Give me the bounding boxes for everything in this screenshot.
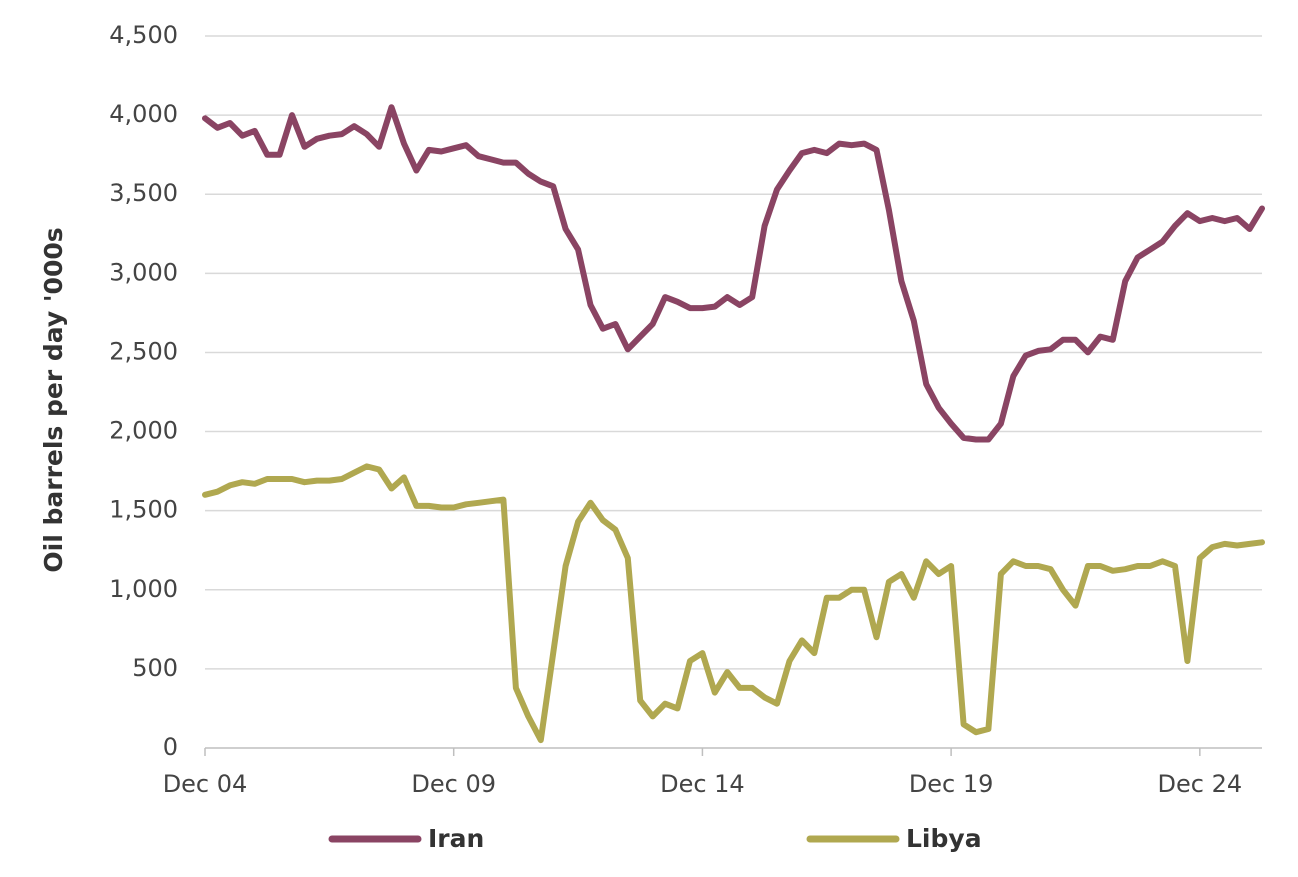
x-tick-label: Dec 19 — [909, 770, 994, 798]
line-series — [202, 463, 1265, 744]
y-tick-label: 1,000 — [109, 575, 178, 603]
y-tick-label: 4,000 — [109, 100, 178, 128]
legend-label: Libya — [906, 824, 982, 853]
y-tick-label: 500 — [132, 654, 178, 682]
x-tick-label: Dec 09 — [411, 770, 496, 798]
y-tick-label: 0 — [163, 733, 178, 761]
y-tick-label: 2,000 — [109, 417, 178, 445]
y-tick-label: 4,500 — [109, 21, 178, 49]
x-tick-label: Dec 14 — [660, 770, 745, 798]
y-tick-label: 2,500 — [109, 337, 178, 365]
y-tick-label: 3,000 — [109, 258, 178, 286]
y-axis-title: Oil barrels per day '000s — [39, 227, 68, 572]
x-tick-label: Dec 04 — [163, 770, 248, 798]
legend-label: Iran — [428, 824, 484, 853]
x-tick-label: Dec 24 — [1158, 770, 1243, 798]
y-tick-label: 3,500 — [109, 179, 178, 207]
y-tick-label: 1,500 — [109, 496, 178, 524]
line-series — [202, 104, 1265, 443]
